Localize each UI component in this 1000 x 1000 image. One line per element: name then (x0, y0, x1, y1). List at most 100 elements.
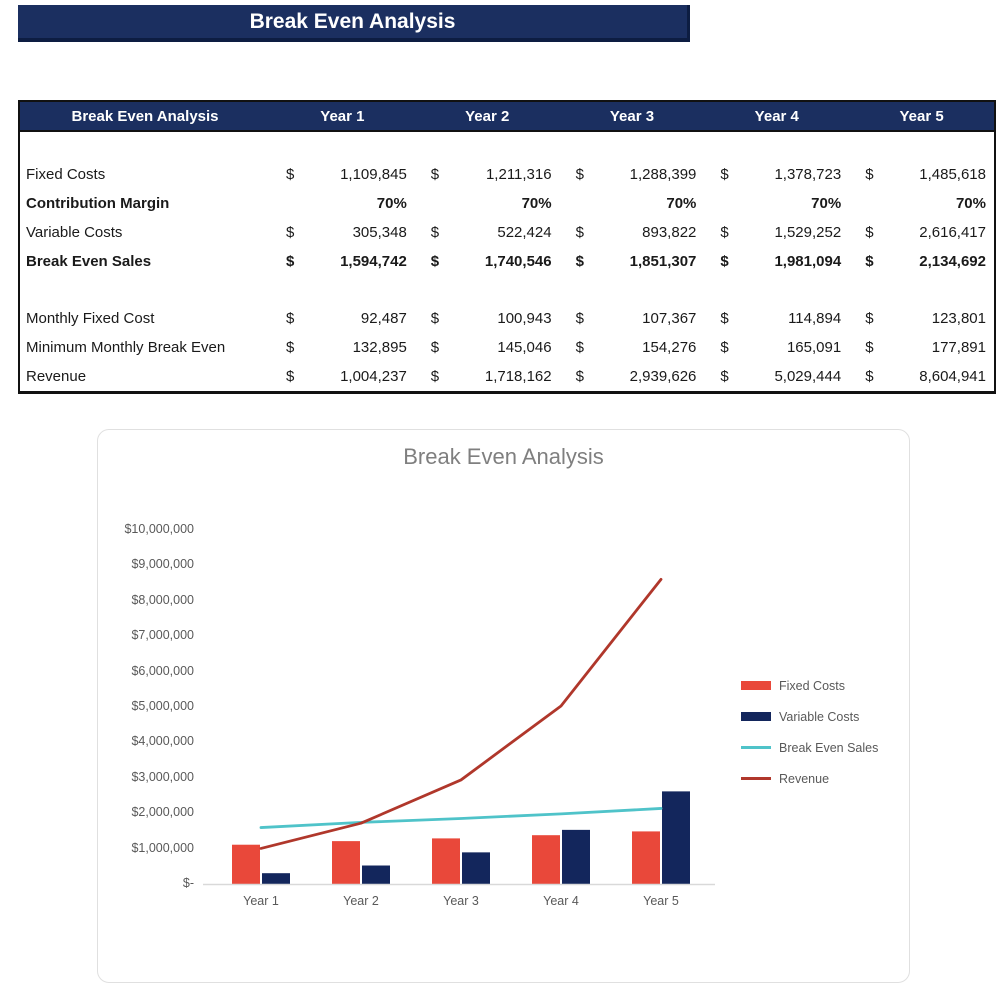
bar-variable-costs (662, 791, 690, 884)
cell: $1,529,252 (704, 224, 849, 241)
cell-value: 1,378,723 (774, 166, 842, 183)
cell: $123,801 (849, 310, 994, 327)
cell: 70% (560, 195, 705, 212)
cell: $145,046 (415, 339, 560, 356)
y-axis-tick-label: $1,000,000 (131, 840, 194, 855)
row-label: Fixed Costs (26, 166, 106, 183)
row-label: Break Even Sales (26, 253, 152, 270)
cell-value: 1,981,094 (774, 253, 842, 270)
cell-value: 177,891 (931, 339, 986, 356)
table-header-title: Break Even Analysis (71, 107, 219, 125)
cell-value: 305,348 (352, 224, 407, 241)
cell-value: 2,134,692 (919, 253, 986, 270)
table-header-row: Break Even Analysis Year 1 Year 2 Year 3… (20, 102, 994, 132)
cell: $1,718,162 (415, 368, 560, 385)
cell: $2,939,626 (560, 368, 705, 385)
currency-symbol: $ (575, 339, 584, 356)
cell-value: 8,604,941 (919, 368, 986, 385)
bar-variable-costs (562, 829, 590, 884)
cell-value: 1,718,162 (484, 368, 552, 385)
cell: $114,894 (704, 310, 849, 327)
currency-symbol: $ (865, 339, 874, 356)
currency-symbol: $ (865, 166, 874, 183)
y-axis-tick-label: $3,000,000 (131, 769, 194, 784)
page-title-text: Break Even Analysis (249, 9, 456, 33)
legend-label: Break Even Sales (779, 740, 879, 755)
bar-fixed-costs (232, 844, 260, 884)
cell-value: 1,004,237 (340, 368, 407, 385)
legend-swatch-line-icon (741, 777, 771, 780)
cell-value: 165,091 (786, 339, 842, 356)
cell-value: 522,424 (497, 224, 552, 241)
row-label: Contribution Margin (26, 195, 170, 212)
cell-value: 70% (811, 195, 842, 212)
cell-value: 2,939,626 (629, 368, 697, 385)
cell-value: 1,211,316 (485, 166, 552, 183)
bar-variable-costs (262, 873, 290, 884)
cell: $2,134,692 (849, 253, 994, 270)
y-axis-tick-label: $- (182, 876, 194, 890)
y-axis-tick-label: $5,000,000 (131, 699, 194, 713)
cell: $8,604,941 (849, 368, 994, 385)
y-axis-tick-label: $10,000,000 (124, 522, 194, 536)
cell-value: 145,046 (497, 339, 552, 356)
currency-symbol: $ (720, 310, 729, 327)
currency-symbol: $ (720, 368, 729, 385)
cell: $1,109,845 (270, 166, 415, 183)
cell: $1,378,723 (704, 166, 849, 183)
currency-symbol: $ (865, 253, 874, 270)
table-header-year1: Year 1 (320, 107, 365, 125)
cell: $2,616,417 (849, 224, 994, 241)
currency-symbol: $ (865, 224, 874, 241)
y-axis-tick-label: $2,000,000 (131, 805, 194, 820)
legend-swatch-bar-icon (741, 712, 771, 721)
table-row-revenue: Revenue $1,004,237 $1,718,162 $2,939,626… (20, 362, 994, 391)
row-label: Minimum Monthly Break Even (26, 339, 226, 356)
cell: $893,822 (560, 224, 705, 241)
x-axis-tick-label: Year 4 (543, 894, 579, 908)
line-break-even-sales (259, 807, 663, 829)
legend-label: Variable Costs (779, 709, 860, 724)
currency-symbol: $ (575, 224, 584, 241)
plot-area (203, 577, 715, 886)
currency-symbol: $ (720, 166, 729, 183)
currency-symbol: $ (430, 339, 440, 356)
y-axis-tick-label: $8,000,000 (131, 592, 194, 607)
table-row-monthly-fixed-cost: Monthly Fixed Cost $92,487 $100,943 $107… (20, 304, 994, 333)
cell-value: 114,894 (788, 310, 842, 327)
legend-label: Fixed Costs (779, 678, 845, 693)
cell-value: 70% (521, 195, 552, 212)
legend-label: Revenue (779, 771, 830, 786)
page-title: Break Even Analysis (18, 5, 690, 42)
currency-symbol: $ (865, 368, 874, 385)
x-axis-tick-label: Year 3 (443, 894, 479, 908)
cell: $1,211,316 (415, 166, 560, 183)
currency-symbol: $ (430, 368, 440, 385)
currency-symbol: $ (720, 224, 729, 241)
cell-value: 70% (666, 195, 697, 212)
table-header-year2: Year 2 (465, 107, 510, 125)
table-row-variable-costs: Variable Costs $305,348 $522,424 $893,82… (20, 218, 994, 247)
cell: $1,594,742 (270, 253, 415, 270)
chart-title: Break Even Analysis (403, 444, 604, 469)
currency-symbol: $ (286, 368, 295, 385)
currency-symbol: $ (430, 166, 440, 183)
cell: $5,029,444 (704, 368, 849, 385)
cell: $177,891 (849, 339, 994, 356)
cell-value: 100,943 (497, 310, 552, 327)
table-blank-row (20, 276, 994, 304)
y-axis-tick-label: $4,000,000 (131, 734, 194, 749)
cell-value: 1,851,307 (629, 253, 697, 270)
cell-value: 2,616,417 (919, 224, 986, 241)
currency-symbol: $ (430, 310, 440, 327)
cell: 70% (704, 195, 849, 212)
table-row-minimum-monthly-break-even: Minimum Monthly Break Even $132,895 $145… (20, 333, 994, 362)
cell: $1,004,237 (270, 368, 415, 385)
line-revenue (259, 577, 663, 850)
bar-variable-costs (462, 852, 490, 884)
cell: $107,367 (560, 310, 705, 327)
cell-value: 70% (955, 195, 986, 212)
bar-variable-costs (362, 865, 390, 884)
cell: $1,740,546 (415, 253, 560, 270)
legend-item-break-even-sales: Break Even Sales (741, 732, 878, 763)
